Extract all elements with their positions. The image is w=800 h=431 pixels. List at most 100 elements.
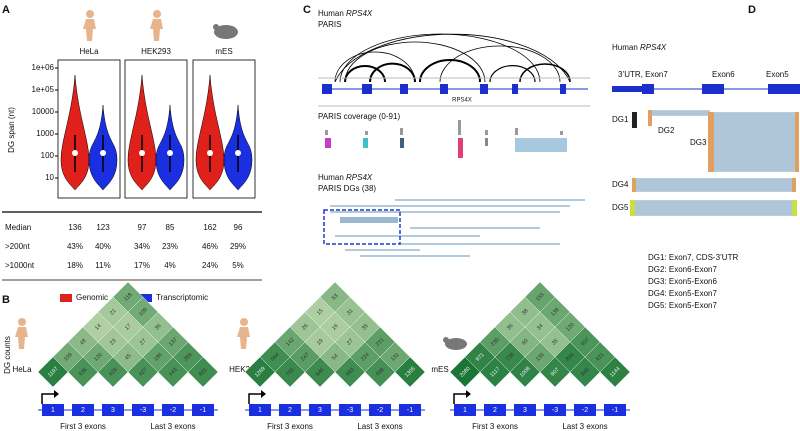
heat-cell (394, 356, 426, 388)
exon-label: 3 (523, 407, 527, 414)
cell-value: 646 (315, 367, 326, 378)
cell-value: 35 (361, 323, 370, 332)
heat-cell (449, 356, 481, 388)
cell-value: 428 (108, 367, 119, 378)
y-tick-label: 1e+05 (32, 85, 55, 94)
cell-value: 738 (505, 352, 516, 363)
violin-median (207, 150, 213, 156)
exon-label: -2 (170, 407, 176, 414)
table-cell: 96 (234, 223, 243, 232)
cell-value: 17 (124, 323, 133, 332)
cell-value: 15 (316, 308, 325, 317)
sample-label: HeLa (12, 365, 32, 374)
table-cell: >1000nt (5, 261, 35, 270)
dg-label: DG3 (690, 138, 707, 147)
exon (309, 404, 331, 416)
exon-label: 3 (111, 407, 115, 414)
heat-cell (479, 356, 511, 388)
note: DG4: Exon5-Exon7 (648, 289, 717, 298)
tss-arrowhead (54, 390, 59, 398)
table-cell: 85 (166, 223, 175, 232)
title-text: Human (612, 43, 638, 52)
exon (604, 404, 626, 416)
legend-swatch (140, 294, 152, 302)
table-cell: 123 (96, 223, 110, 232)
tss-arrow (41, 393, 54, 404)
heat-cell (569, 356, 601, 388)
cell-value: 23 (109, 338, 118, 347)
violin-median (72, 150, 78, 156)
exon (484, 404, 506, 416)
exon-label: 2 (493, 407, 497, 414)
exon-label: -1 (200, 407, 206, 414)
dg-label: DG4 (612, 180, 629, 189)
dg-bars (633, 109, 798, 217)
heat-cell (599, 356, 631, 388)
cell-value: 34 (536, 323, 545, 332)
dg1-block (632, 112, 637, 128)
tss-arrowhead (261, 390, 266, 398)
cell-value: 138 (550, 307, 561, 318)
cell-value: 421 (595, 352, 606, 363)
group-label: Last 3 exons (357, 422, 402, 431)
cell-value: 705 (285, 367, 296, 378)
heat-cell (37, 356, 69, 388)
exon (339, 404, 361, 416)
gene-exons (612, 84, 800, 94)
dg-label: DG1 (612, 115, 629, 124)
reads (325, 138, 567, 158)
sample-label: HeLa (79, 47, 99, 56)
note: DG3: Exon5-Exon6 (648, 277, 717, 286)
exon-label: 1 (463, 407, 467, 414)
exon-label: -3 (140, 407, 146, 414)
exon (162, 404, 184, 416)
table-cell: 5% (232, 261, 244, 270)
heat-cell (364, 356, 396, 388)
cell-value: 35 (551, 338, 560, 347)
table-cell: Median (5, 223, 31, 232)
cell-value: 36 (506, 323, 515, 332)
cell-value: 31 (346, 308, 355, 317)
icons (15, 318, 467, 350)
table-cell: 34% (134, 242, 150, 251)
gene-label: RPS4X (452, 98, 472, 104)
group-label: First 3 exons (60, 422, 106, 431)
highlight-box (323, 209, 401, 245)
cell-value: 427 (138, 367, 149, 378)
arcs (334, 33, 571, 83)
heat-cell (539, 356, 571, 388)
title: Human RPS4X (318, 173, 373, 182)
cell-value: 19 (316, 338, 325, 347)
cell-value: 109 (138, 307, 149, 318)
cell-value: 564 (270, 352, 281, 363)
cell-value: 907 (550, 367, 561, 378)
y-label: DG counts (3, 336, 12, 374)
dg-ends (630, 200, 797, 216)
violin (60, 74, 90, 191)
heat-cell (274, 356, 306, 388)
exon (249, 404, 271, 416)
cell-value: 155 (535, 292, 546, 303)
table-cell: 23% (162, 242, 178, 251)
heat-cell (67, 356, 99, 388)
y-tick-label: 100 (41, 151, 55, 160)
cell-value: 498 (375, 367, 386, 378)
cell-value: 846 (580, 367, 591, 378)
table-cell: 17% (134, 261, 150, 270)
title: Human RPS4X (318, 9, 373, 18)
exon-label: -3 (552, 407, 558, 414)
exon-label: 2 (81, 407, 85, 414)
legend-swatch (60, 294, 72, 302)
exon (454, 404, 476, 416)
heat-cell (509, 356, 541, 388)
cell-value: 26 (301, 323, 310, 332)
group-label: First 3 exons (267, 422, 313, 431)
track-label: PARIS coverage (0-91) (318, 112, 400, 121)
exon-label: -3 (347, 407, 353, 414)
exon-label: 1 (258, 407, 262, 414)
table-cell: 4% (164, 261, 176, 270)
table-cell: 43% (67, 242, 83, 251)
cell-value: 36 (154, 323, 163, 332)
tss-arrowhead (466, 390, 471, 398)
